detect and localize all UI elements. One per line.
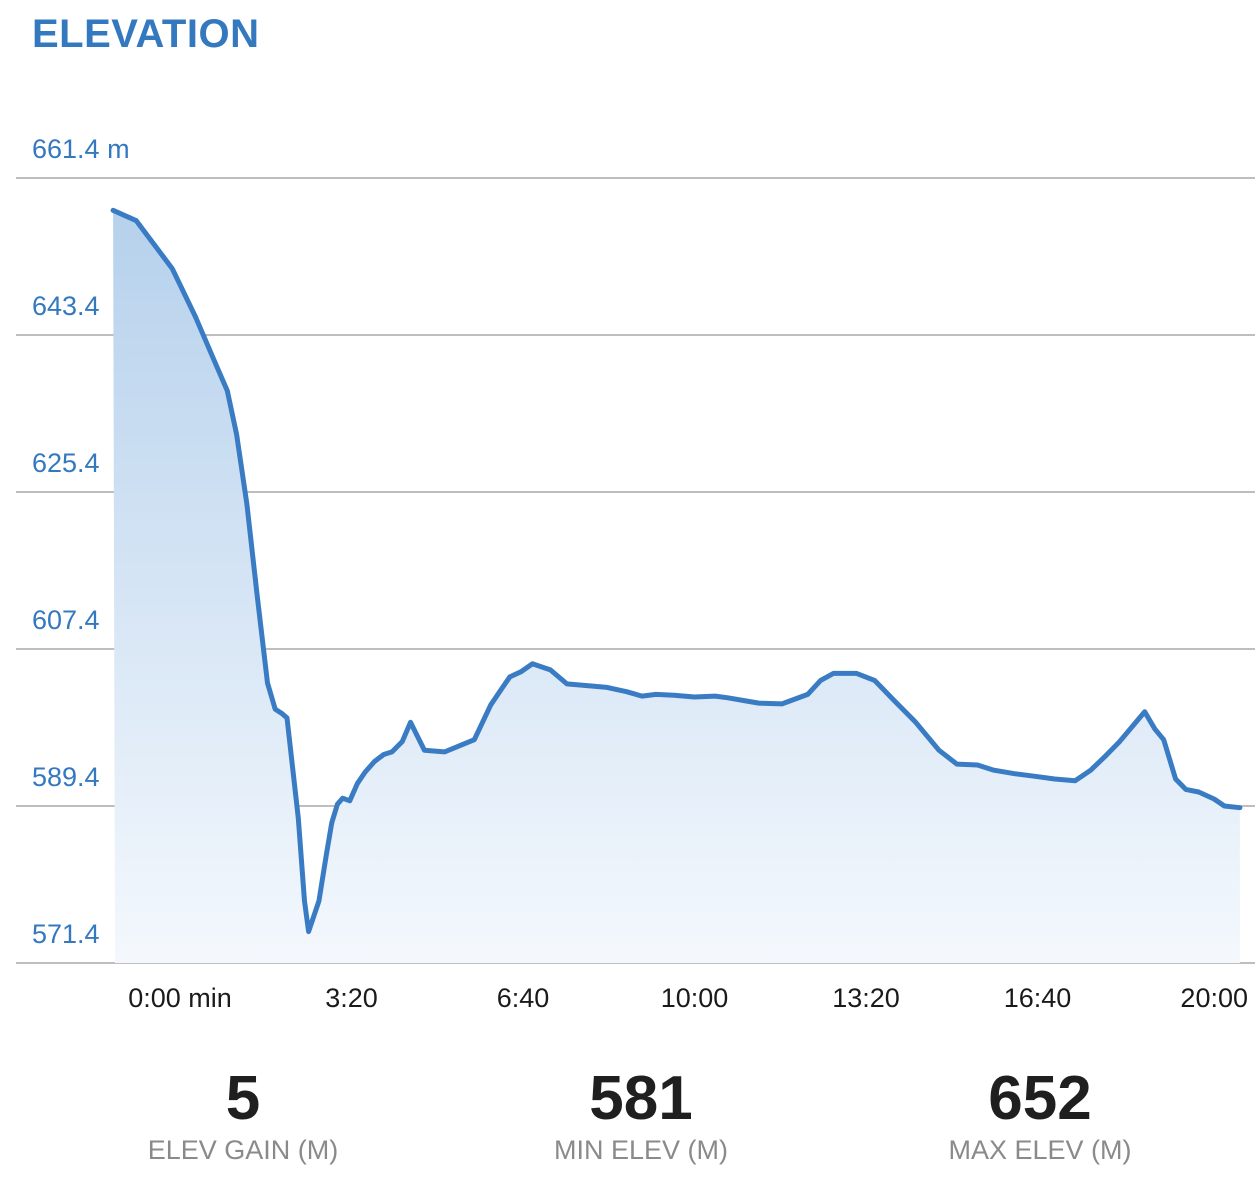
elevation-area-fill [113,210,1240,964]
x-tick-label: 0:00 min [128,983,232,1013]
min-elev-value: 581 [589,1064,693,1133]
elev-gain-value: 5 [225,1064,261,1133]
elevation-chart: 661.4 m 643.4 625.4 607.4 589.4 571.4 0:00 mi… [16,134,1255,1013]
stat-max-elev: 652 MAX ELEV (M) [890,1063,1190,1167]
y-tick-label: 607.4 [32,605,100,635]
stat-min-elev: 581 MIN ELEV (M) [491,1063,791,1167]
x-tick-label: 3:20 [325,983,378,1013]
area-layer [110,207,1243,964]
y-tick-label: 625.4 [32,448,100,478]
x-tick-label: 13:20 [832,983,900,1013]
x-tick-label: 16:40 [1004,983,1072,1013]
stat-elev-gain: 5 ELEV GAIN (M) [93,1063,393,1167]
y-tick-label: 643.4 [32,291,100,321]
elevation-line [110,207,1243,935]
x-tick-label: 10:00 [661,983,729,1013]
min-elev-label: MIN ELEV (M) [553,1135,728,1165]
elev-gain-label: ELEV GAIN (M) [147,1135,339,1165]
y-tick-label: 589.4 [32,762,100,792]
max-elev-value: 652 [988,1064,1092,1133]
y-tick-label: 571.4 [32,919,100,949]
chart-title: ELEVATION [32,12,260,56]
x-tick-label: 20:00 [1180,983,1248,1013]
x-axis-ticks: 0:00 min 3:20 6:40 10:00 13:20 16:40 20:00 [128,983,1248,1013]
y-tick-label: 661.4 m [32,134,130,164]
x-tick-label: 6:40 [497,983,550,1013]
y-axis-ticks: 661.4 m 643.4 625.4 607.4 589.4 571.4 [32,134,130,949]
max-elev-label: MAX ELEV (M) [948,1135,1132,1165]
